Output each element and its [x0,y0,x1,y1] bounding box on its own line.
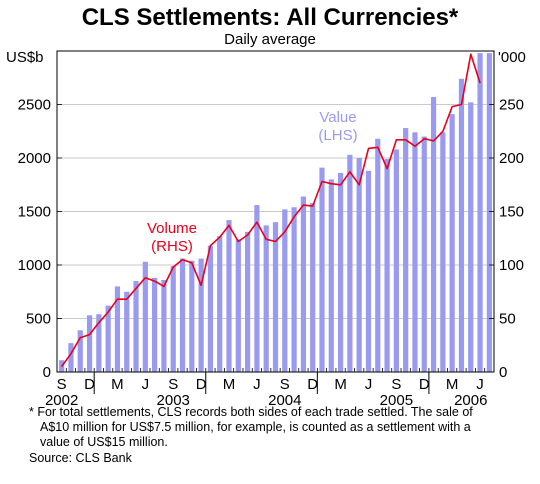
x-tick-label: S [280,376,290,393]
x-tick-label: S [391,376,401,393]
x-tick-label: J [365,376,373,393]
volume-annotation: Volume [147,220,197,237]
value-bar [300,196,306,372]
x-tick-label: D [84,376,95,393]
value-bar [310,202,316,372]
footnote-line-2: A$10 million for US$7.5 million, for exa… [40,420,471,434]
volume-line [60,53,481,368]
value-bar [254,205,260,372]
value-bar [477,53,483,372]
value-bar [245,231,251,372]
value-bar [226,220,232,372]
left-axis-unit: US$b [6,49,44,66]
value-bar [198,258,204,372]
chart-subtitle: Daily average [224,31,316,48]
source-note: Source: CLS Bank [29,451,133,465]
value-bar [291,207,297,372]
value-bar [319,167,325,372]
right-tick-label: 0 [499,364,507,381]
value-bar [347,154,353,372]
year-labels: 2002 2003 2004 2005 2006 [45,372,487,409]
value-bar [217,236,223,372]
value-bar [486,53,492,372]
value-bar [403,128,409,372]
x-tick-label: J [476,376,484,393]
value-bar [421,136,427,372]
right-tick-label: 50 [499,311,516,328]
value-bar [114,286,121,372]
value-bar [412,132,418,372]
year-label: 2006 [454,392,487,409]
footnote-line-1: * For total settlements, CLS records bot… [29,405,473,419]
right-tick-labels: 0 50 100 150 200 250 [499,97,524,382]
value-bar [272,222,279,372]
left-tick-label: 500 [26,311,51,328]
value-bar [337,172,344,372]
value-bar [365,170,372,372]
right-tick-label: 250 [499,97,524,114]
value-bar [430,97,437,372]
year-label: 2003 [157,392,190,409]
value-bar [458,78,465,372]
left-tick-labels: 0 500 1000 1500 2000 2500 [18,97,51,382]
value-bar [105,305,111,372]
year-label: 2005 [380,392,413,409]
value-bar [384,159,390,372]
value-bar [263,225,269,372]
value-bar [282,209,288,372]
left-tick-label: 1000 [18,257,51,274]
value-annotation: Value [319,109,356,126]
value-bar [179,258,186,372]
x-tick-label: D [307,376,318,393]
x-tick-label: M [223,376,236,393]
x-tick-label: M [111,376,124,393]
value-bar [189,260,195,372]
value-bar [68,343,74,372]
x-tick-label: J [253,376,261,393]
year-label: 2004 [268,392,301,409]
value-bar [133,281,139,372]
value-bar [124,291,130,372]
value-bars [59,53,492,373]
left-tick-label: 1500 [18,204,51,221]
value-bar [161,279,167,372]
right-tick-label: 150 [499,204,524,221]
value-bar [142,261,148,372]
left-tick-label: 0 [43,364,51,381]
value-bar [152,277,158,372]
value-bar [375,138,381,372]
value-bar [170,266,176,372]
x-tick-marks [57,104,494,373]
value-bar [440,132,446,372]
value-bar [393,149,399,372]
x-tick-label: D [419,376,430,393]
right-tick-label: 200 [499,150,524,167]
value-bar [207,245,214,372]
right-tick-label: 100 [499,257,524,274]
x-tick-label: M [446,376,459,393]
year-label: 2002 [45,392,78,409]
value-bar [449,114,455,372]
value-bar [328,179,334,372]
value-bar [356,158,362,372]
volume-annotation-axis: (RHS) [151,238,193,255]
value-bar [235,239,241,372]
x-tick-label: D [196,376,207,393]
x-tick-label: S [57,376,67,393]
value-bar [468,102,474,373]
left-tick-label: 2500 [18,97,51,114]
value-bar [77,330,83,372]
x-tick-label: J [142,376,150,393]
value-annotation-axis: (LHS) [318,127,357,144]
left-tick-label: 2000 [18,150,51,167]
x-tick-label: M [334,376,347,393]
right-axis-unit: '000 [498,49,526,66]
x-tick-label: S [168,376,178,393]
value-bar [86,315,93,372]
footnote-line-3: value of US$15 million. [40,435,168,449]
chart-title: CLS Settlements: All Currencies* [82,4,459,31]
value-bar [96,314,102,372]
